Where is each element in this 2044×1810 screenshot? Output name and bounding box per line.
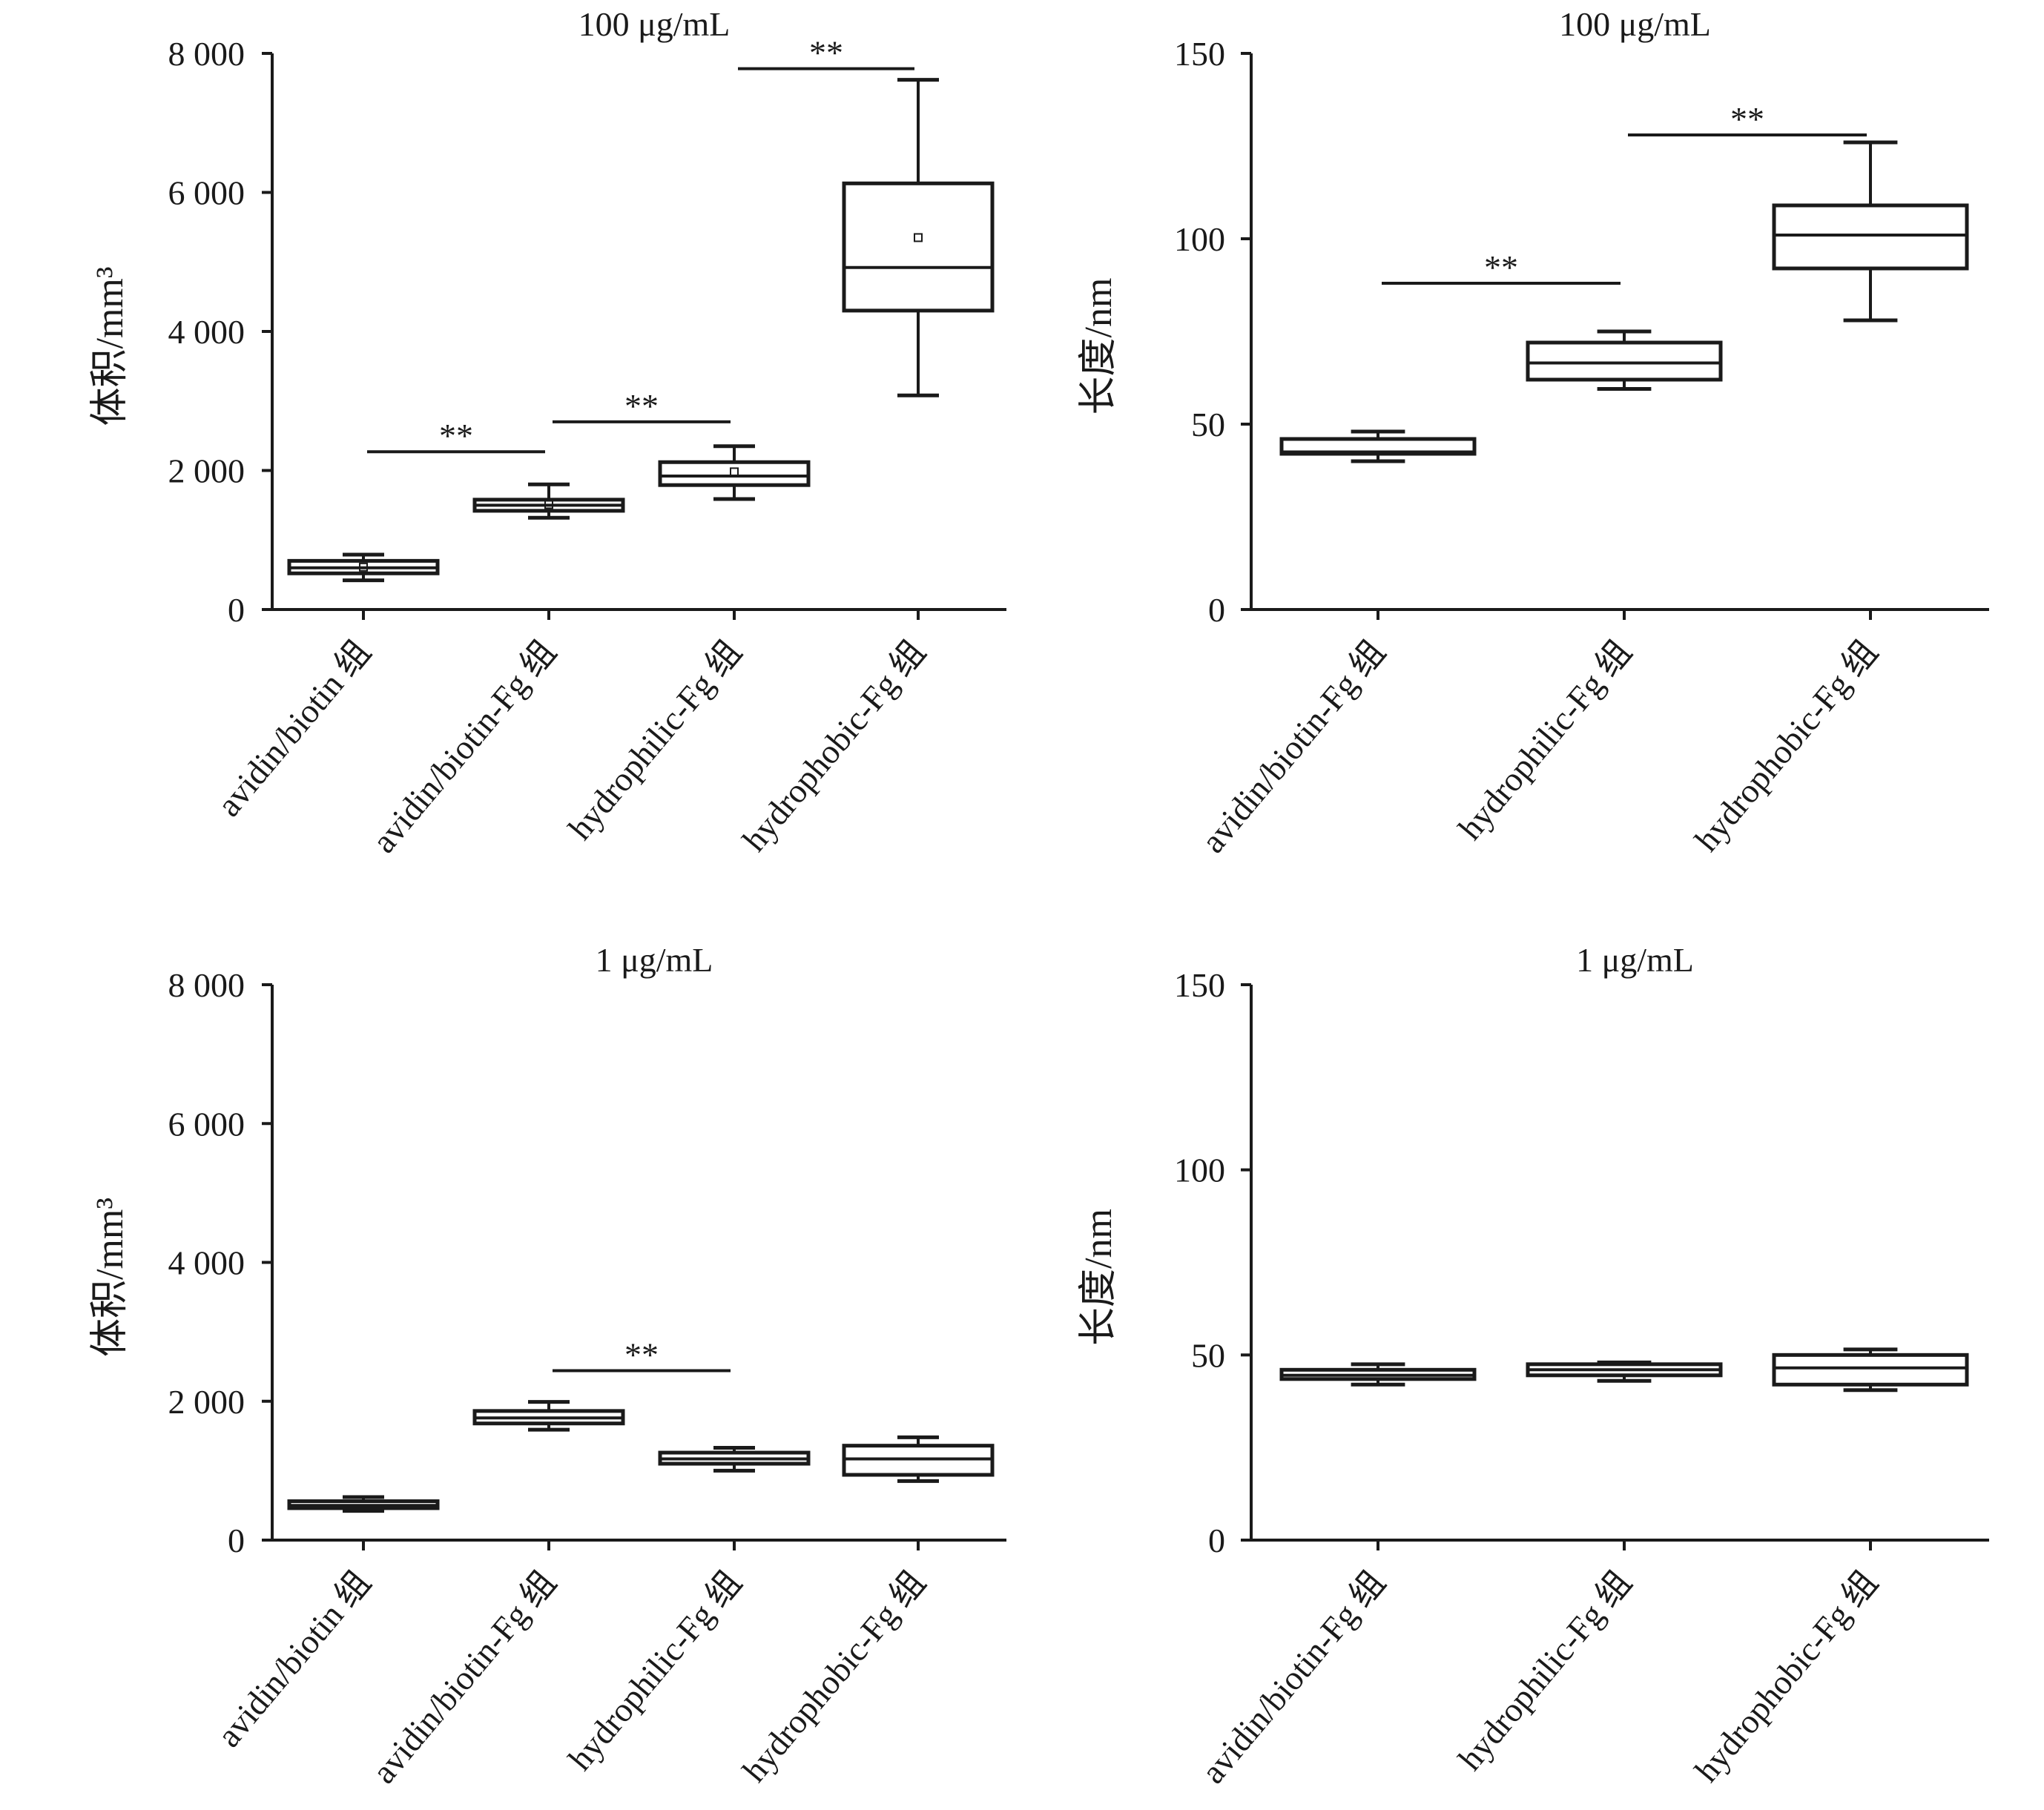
y-tick-label: 100 xyxy=(1174,220,1225,258)
y-tick-label: 100 xyxy=(1174,1152,1225,1189)
box-iqr xyxy=(1772,203,1969,271)
box-plot-3 xyxy=(842,1435,995,1483)
x-tick-label: avidin/biotin 组 xyxy=(210,633,378,824)
box-mean-marker xyxy=(914,233,923,242)
y-axis-label: 长度/nm xyxy=(1078,1209,1120,1346)
x-tick-label: hydrophilic-Fg 组 xyxy=(561,633,748,847)
chart-length-100: 0 50 100 150 100 μg/mL 长度/nm avidin/biotin-Fg … xyxy=(1078,5,1989,860)
box-mean-marker xyxy=(544,500,553,509)
significance-label: ** xyxy=(439,417,473,455)
box-plot-2 xyxy=(658,1445,811,1473)
x-tick-label: avidin/biotin-Fg 组 xyxy=(364,1564,563,1791)
y-tick-label: 0 xyxy=(228,591,245,629)
box-iqr xyxy=(1526,340,1723,382)
x-tick-label: avidin/biotin 组 xyxy=(210,1564,378,1754)
significance-label: ** xyxy=(1730,100,1764,138)
box-plot-0 xyxy=(1279,1362,1477,1387)
box-plot-0 xyxy=(287,1495,440,1513)
x-tick-label: hydrophobic-Fg 组 xyxy=(1687,1564,1885,1789)
significance-label: ** xyxy=(809,34,843,72)
x-tick-label: hydrophobic-Fg 组 xyxy=(735,1564,933,1789)
y-tick-label: 150 xyxy=(1174,966,1225,1004)
x-tick-label: hydrophilic-Fg 组 xyxy=(1451,1564,1638,1777)
box-iqr xyxy=(1279,437,1477,456)
y-axis-label: 体积/mm³ xyxy=(89,267,131,426)
y-tick-label: 2 000 xyxy=(168,452,245,490)
y-tick-label: 50 xyxy=(1191,406,1225,443)
box-plot-0 xyxy=(287,552,440,583)
box-plot-1 xyxy=(472,482,625,520)
y-tick-label: 50 xyxy=(1191,1336,1225,1374)
box-iqr xyxy=(658,460,811,487)
y-tick-label: 0 xyxy=(1208,591,1225,629)
box-iqr xyxy=(1772,1352,1969,1387)
box-mean-marker xyxy=(730,467,739,477)
y-axis-label: 长度/nm xyxy=(1078,278,1120,415)
chart-volume-1: 0 2 000 4 000 6 000 8 000 1 μg/mL 体积/mm³ avidin… xyxy=(89,941,1006,1791)
x-tick-label: avidin/biotin-Fg 组 xyxy=(1193,1564,1392,1791)
y-axis-label: 体积/mm³ xyxy=(89,1198,131,1357)
y-tick-label: 0 xyxy=(1208,1522,1225,1559)
box-mean-marker xyxy=(359,562,368,572)
y-tick-label: 4 000 xyxy=(168,313,245,351)
box-plot-0 xyxy=(1279,429,1477,463)
y-tick-label: 8 000 xyxy=(168,966,245,1004)
y-tick-label: 8 000 xyxy=(168,35,245,73)
significance-label: ** xyxy=(624,1336,659,1374)
significance-label: ** xyxy=(624,387,659,425)
chart-length-1: 0 50 100 150 1 μg/mL 长度/nm avidin/biotin-Fg 组 h… xyxy=(1078,941,1989,1791)
chart-volume-100: 0 2 000 4 000 6 000 8 000 100 μg/mL 体积/mm³ avid… xyxy=(89,5,1006,860)
x-tick-label: hydrophilic-Fg 组 xyxy=(1451,633,1638,847)
box-plot-1 xyxy=(1526,329,1723,391)
x-tick-label: hydrophilic-Fg 组 xyxy=(561,1564,748,1777)
chart-title: 100 μg/mL xyxy=(578,5,731,43)
y-tick-label: 0 xyxy=(228,1522,245,1559)
box-iqr xyxy=(842,181,995,313)
y-tick-label: 6 000 xyxy=(168,1105,245,1143)
chart-title: 1 μg/mL xyxy=(596,941,713,979)
box-plot-3 xyxy=(842,78,995,397)
chart-title: 1 μg/mL xyxy=(1576,941,1694,979)
y-tick-label: 2 000 xyxy=(168,1383,245,1421)
box-plot-2 xyxy=(1772,1347,1969,1393)
chart-title: 100 μg/mL xyxy=(1559,5,1711,43)
box-plot-1 xyxy=(1526,1360,1723,1383)
y-tick-label: 6 000 xyxy=(168,174,245,212)
x-tick-label: avidin/biotin-Fg 组 xyxy=(364,633,563,860)
x-tick-label: avidin/biotin-Fg 组 xyxy=(1193,633,1392,860)
y-tick-label: 150 xyxy=(1174,35,1225,73)
x-tick-label: hydrophobic-Fg 组 xyxy=(735,633,933,859)
y-tick-label: 4 000 xyxy=(168,1244,245,1282)
box-plot-2 xyxy=(1772,140,1969,323)
significance-label: ** xyxy=(1484,248,1518,286)
x-tick-label: hydrophobic-Fg 组 xyxy=(1687,633,1885,859)
box-plot-1 xyxy=(472,1400,625,1432)
box-plot-2 xyxy=(658,444,811,501)
